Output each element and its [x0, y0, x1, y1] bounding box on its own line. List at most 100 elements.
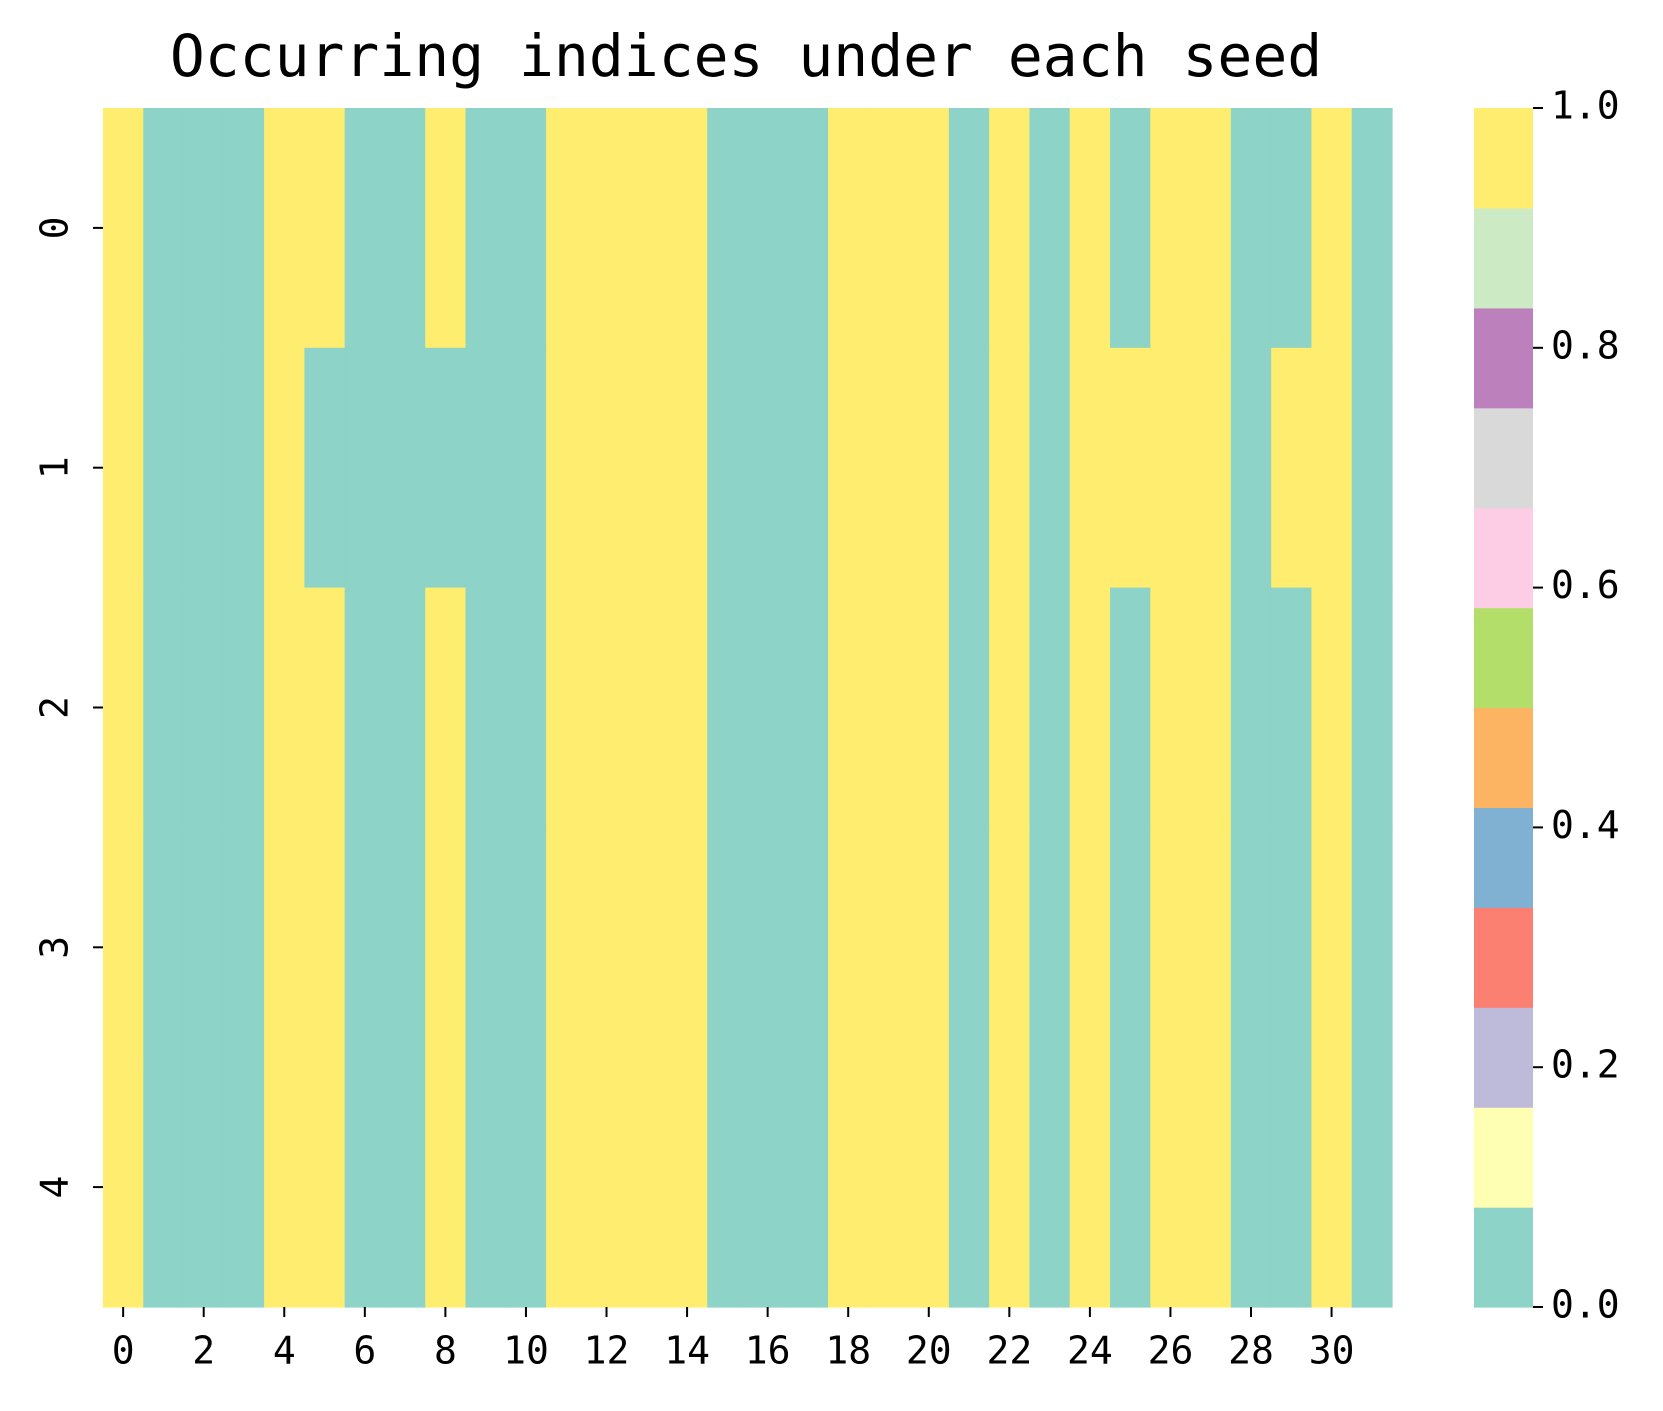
x-tick-label: 28 [1228, 1329, 1274, 1373]
heatmap-cell [425, 347, 467, 589]
heatmap-cell [384, 1067, 426, 1308]
heatmap-cell [1311, 347, 1353, 589]
heatmap-cell [1351, 827, 1393, 1068]
heatmap-cell [344, 347, 386, 589]
heatmap-cell [465, 827, 507, 1068]
heatmap-cell [264, 347, 306, 589]
colorbar-segment [1474, 108, 1533, 209]
heatmap-cell [304, 347, 346, 589]
heatmap-cell [103, 108, 144, 349]
heatmap-cell [546, 587, 587, 828]
heatmap-cell [425, 587, 467, 828]
heatmap-cell [304, 827, 346, 1068]
heatmap-cell [908, 587, 950, 828]
heatmap-cell [908, 108, 950, 349]
heatmap-cell [1230, 1067, 1272, 1308]
heatmap-cell [828, 827, 869, 1068]
heatmap-cell [1029, 827, 1071, 1068]
colorbar-tick-label: 0.4 [1551, 803, 1620, 847]
heatmap-cell [787, 827, 829, 1068]
heatmap-cell [1190, 587, 1232, 828]
x-tick-label: 24 [1067, 1329, 1113, 1373]
heatmap-cell [868, 827, 910, 1068]
heatmap-cell [1190, 347, 1232, 589]
heatmap-cell [1190, 827, 1232, 1068]
heatmap-cell [948, 1067, 990, 1308]
heatmap-cell [183, 587, 225, 828]
heatmap-cell [1150, 347, 1192, 589]
heatmap-cell [586, 1067, 628, 1308]
heatmap-cell [1271, 347, 1313, 589]
heatmap-cell [787, 347, 829, 589]
heatmap-cell [626, 587, 668, 828]
heatmap-cell [344, 587, 386, 828]
heatmap-cell [1311, 587, 1353, 828]
heatmap-cell [183, 827, 225, 1068]
heatmap-cell [1110, 347, 1151, 589]
x-tick-label: 2 [192, 1329, 215, 1373]
heatmap-cell [505, 108, 547, 349]
heatmap-cell [626, 347, 668, 589]
heatmap-cell [828, 108, 869, 349]
colorbar-segment [1474, 307, 1533, 409]
heatmap-cell [666, 827, 708, 1068]
heatmap-cell [1271, 587, 1313, 828]
heatmap-cell [586, 108, 628, 349]
heatmap-cell [143, 108, 185, 349]
heatmap-cell [666, 1067, 708, 1308]
colorbar-segment [1474, 1207, 1533, 1308]
heatmap-cell [344, 827, 386, 1068]
heatmap-cell [183, 108, 225, 349]
heatmap-cell [666, 108, 708, 349]
y-tick-label: 0 [33, 216, 77, 239]
heatmap-cell [143, 587, 185, 828]
heatmap-cell [1230, 587, 1272, 828]
heatmap-cell [1029, 587, 1071, 828]
heatmap-cell [103, 347, 144, 589]
heatmap-cell [1029, 108, 1071, 349]
heatmap-cell [1311, 1067, 1353, 1308]
heatmap-cell [948, 587, 990, 828]
heatmap-cell [505, 827, 547, 1068]
heatmap-cell [666, 347, 708, 589]
heatmap-cell [223, 1067, 265, 1308]
y-tick-label: 1 [33, 456, 77, 479]
colorbar-segment [1474, 1107, 1533, 1208]
x-tick-label: 10 [503, 1329, 549, 1373]
heatmap-cell [707, 1067, 749, 1308]
x-tick-label: 22 [986, 1329, 1032, 1373]
x-tick-label: 14 [664, 1329, 710, 1373]
heatmap-cell [989, 587, 1031, 828]
heatmap-cell [666, 587, 708, 828]
heatmap-cell [1230, 108, 1272, 349]
heatmap-cell [223, 347, 265, 589]
heatmap-cell [948, 347, 990, 589]
heatmap-cell [304, 1067, 346, 1308]
heatmap-cell [868, 587, 910, 828]
heatmap-cell [626, 1067, 668, 1308]
heatmap-cell [183, 1067, 225, 1308]
heatmap-cell [384, 587, 426, 828]
heatmap-cell [425, 1067, 467, 1308]
heatmap-cell [1069, 587, 1111, 828]
x-tick-label: 26 [1148, 1329, 1194, 1373]
heatmap-cell [223, 827, 265, 1068]
heatmap-cell [505, 587, 547, 828]
heatmap-cell [1311, 108, 1353, 349]
heatmap-cell [1150, 587, 1192, 828]
colorbar-segment [1474, 407, 1533, 509]
heatmap-cell [183, 347, 225, 589]
heatmap-cell [1351, 1067, 1393, 1308]
heatmap-cell [1351, 108, 1393, 349]
heatmap-cell [384, 827, 426, 1068]
heatmap-cell [1271, 108, 1313, 349]
heatmap-cell [264, 827, 306, 1068]
heatmap-cell [747, 1067, 789, 1308]
x-tick-label: 12 [584, 1329, 630, 1373]
colorbar-tick-label: 0.6 [1551, 563, 1620, 607]
heatmap-cell [143, 827, 185, 1068]
heatmap-cell [465, 108, 507, 349]
colorbar-tick-label: 0.0 [1551, 1283, 1620, 1327]
heatmap-cell [828, 347, 869, 589]
heatmap-cell [586, 827, 628, 1068]
